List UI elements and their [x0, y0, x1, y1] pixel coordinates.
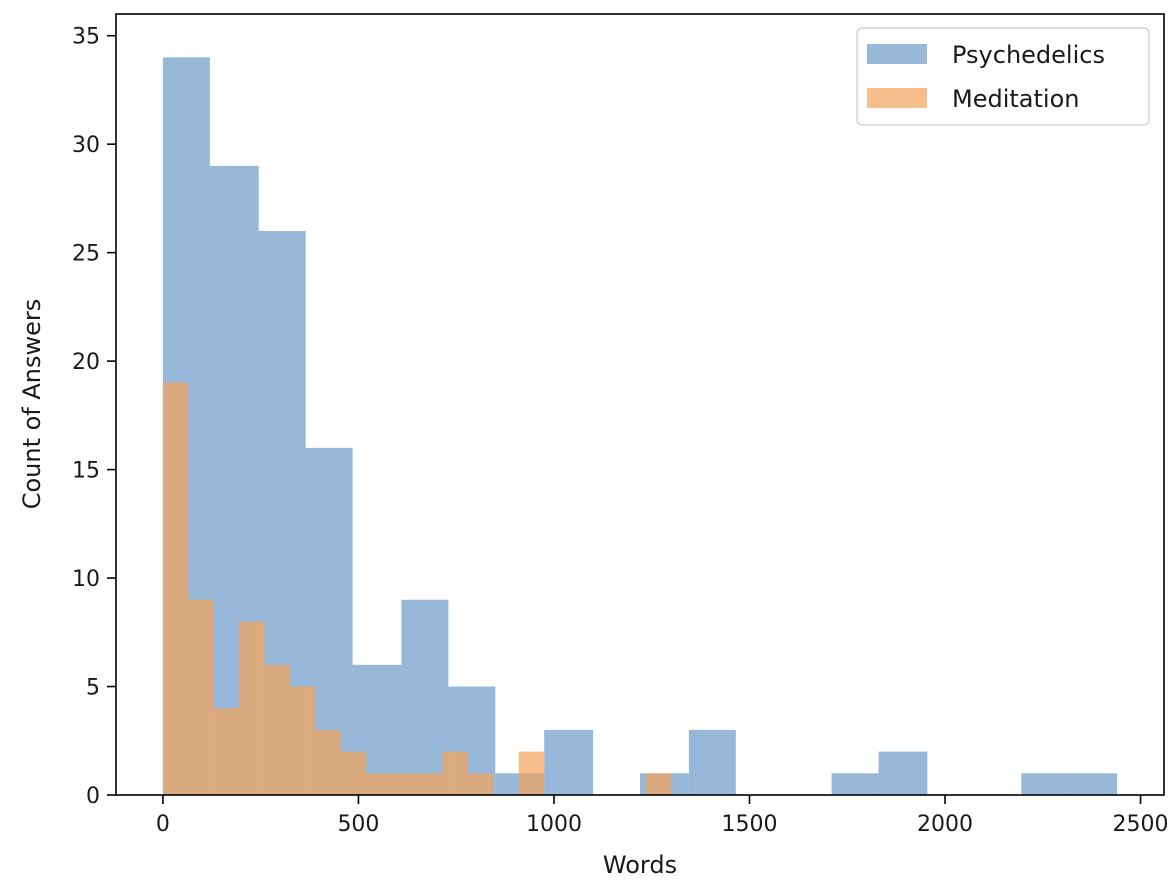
legend-swatch-psychedelics: [867, 44, 927, 64]
meditation-bar-0: [162, 382, 189, 795]
meditation-bar-1: [188, 599, 214, 795]
y-tick-label: 10: [72, 567, 100, 592]
meditation-bar-7: [340, 751, 367, 795]
legend-swatch-meditation: [867, 88, 927, 108]
meditation-bar-19: [645, 773, 672, 795]
y-tick-label: 5: [86, 676, 100, 701]
x-tick-label: 1000: [526, 812, 582, 837]
y-tick-label: 30: [72, 133, 100, 158]
meditation-bar-14: [518, 751, 545, 795]
meditation-bar-5: [290, 686, 316, 795]
legend-box: [856, 27, 1150, 126]
x-axis: 0 500 1000 1500 2000 2500: [156, 795, 1169, 837]
meditation-bar-8: [366, 773, 392, 795]
meditation-bar-10: [417, 773, 443, 795]
legend-label-meditation: Meditation: [952, 85, 1079, 113]
x-tick-label: 2500: [1113, 812, 1169, 837]
y-tick-label: 15: [72, 459, 100, 484]
legend-label-psychedelics: Psychedelics: [952, 41, 1105, 69]
psychedelics-bar-15: [878, 751, 928, 795]
x-tick-label: 2000: [917, 812, 973, 837]
meditation-bar-2: [213, 708, 240, 795]
plot-frame: [115, 13, 1165, 796]
meditation-bars: [162, 382, 672, 795]
psychedelics-bar-14: [831, 773, 879, 795]
psychedelics-bar-11: [688, 729, 736, 795]
psychedelics-bars: [162, 57, 1118, 796]
y-tick-label: 25: [72, 242, 100, 267]
meditation-bar-6: [315, 729, 341, 795]
y-axis: 0 5 10 15 20 25 30 35: [72, 25, 116, 809]
y-tick-label: 0: [86, 784, 100, 809]
psychedelics-bar-5: [401, 599, 449, 795]
y-tick-label: 35: [72, 25, 100, 50]
x-tick-label: 0: [156, 812, 170, 837]
meditation-bar-11: [442, 751, 468, 795]
psychedelics-bar-8: [544, 729, 594, 795]
legend: Psychedelics Meditation: [856, 27, 1150, 126]
x-tick-label: 500: [337, 812, 379, 837]
meditation-bar-12: [467, 773, 494, 795]
psychedelics-bar-18: [1021, 773, 1071, 795]
y-tick-label: 20: [72, 350, 100, 375]
x-axis-label: Words: [603, 851, 677, 879]
meditation-bar-3: [239, 621, 265, 795]
meditation-bar-4: [264, 664, 291, 795]
meditation-bar-9: [391, 773, 418, 795]
psychedelics-bar-19: [1070, 773, 1118, 795]
y-axis-label: Count of Answers: [18, 299, 46, 510]
x-tick-label: 1500: [721, 812, 777, 837]
